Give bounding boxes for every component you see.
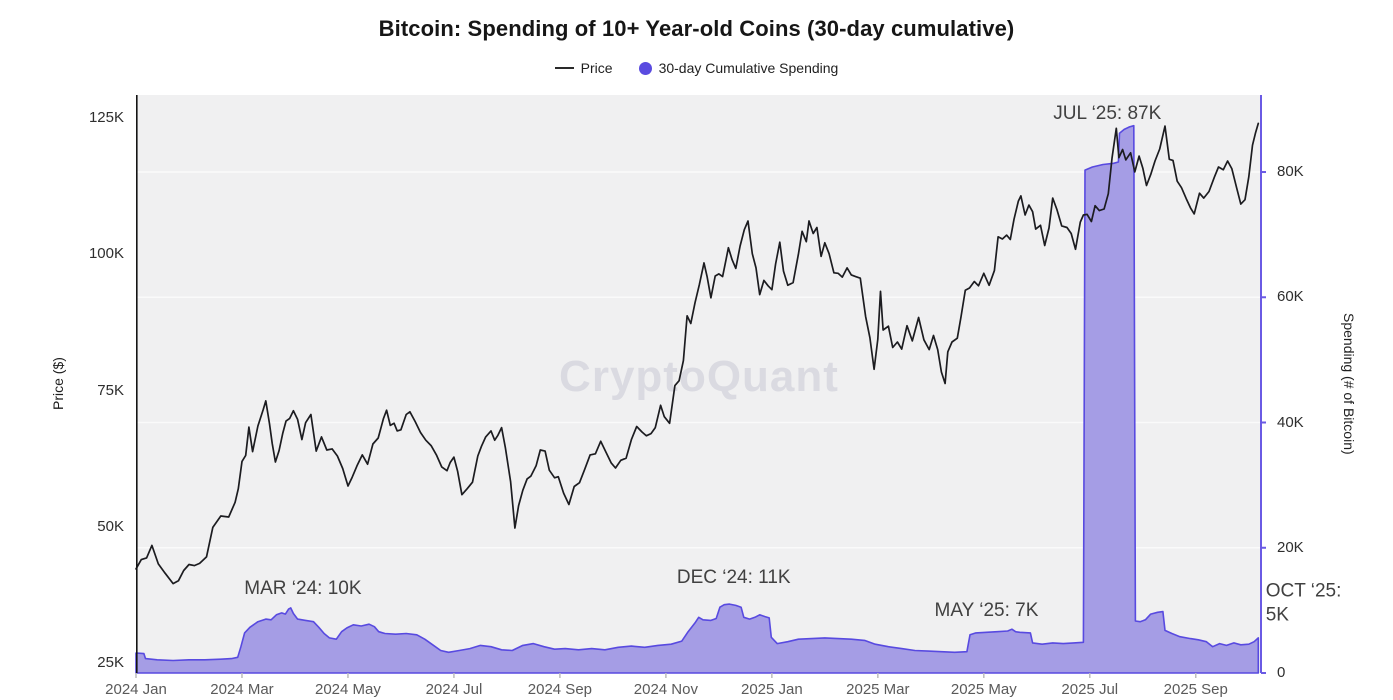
- tick-label: 40K: [1277, 413, 1304, 431]
- legend-item-spending[interactable]: 30-day Cumulative Spending: [638, 60, 839, 76]
- tick-label: 2024 Sep: [527, 681, 593, 698]
- tick-label: 80K: [1277, 163, 1304, 181]
- legend-label-spending: 30-day Cumulative Spending: [658, 60, 839, 76]
- tick-label: 60K: [1277, 288, 1304, 306]
- tick-label: 50K: [97, 517, 124, 535]
- tick-label: 2024 Mar: [210, 681, 274, 698]
- tick-label: 0: [1277, 664, 1286, 681]
- data-annotation: DEC ‘24: 11K: [676, 566, 791, 588]
- plot-background: [136, 95, 1262, 673]
- tick-label: 2024 Jan: [105, 681, 167, 698]
- chart-title: Bitcoin: Spending of 10+ Year-old Coins …: [378, 16, 1015, 41]
- chart-canvas[interactable]: [135, 95, 1266, 678]
- spending-area: [135, 124, 1260, 674]
- tick-label: 2024 Nov: [633, 681, 698, 698]
- data-annotation: MAR ‘24: 10K: [244, 578, 362, 600]
- spending-dot-marker-icon: [638, 61, 652, 75]
- data-annotation: JUL ‘25: 87K: [1053, 102, 1162, 124]
- right-axis-title: Spending (# of Bitcoin): [1341, 313, 1357, 455]
- price-line-marker-icon: [554, 67, 574, 69]
- tick-label: 100K: [88, 245, 124, 263]
- tick-label: 2025 May: [950, 681, 1017, 698]
- tick-label: 2025 Jan: [740, 681, 803, 698]
- tick-label: 75K: [97, 381, 124, 399]
- left-axis-title: Price ($): [50, 357, 66, 411]
- tick-label: 2024 Jul: [425, 681, 483, 698]
- tick-label: 125K: [88, 108, 124, 126]
- tick-label: 25K: [97, 654, 124, 672]
- tick-label: 2025 Jul: [1061, 681, 1119, 698]
- legend-label-price: Price: [580, 60, 613, 76]
- chart-legend: Price 30-day Cumulative Spending: [0, 60, 1393, 76]
- data-annotation: OCT ‘25: 5K: [1265, 580, 1342, 625]
- tick-label: 20K: [1277, 538, 1304, 556]
- tick-label: 2025 Sep: [1163, 681, 1228, 698]
- tick-label: 2024 May: [315, 681, 381, 698]
- tick-label: 2025 Mar: [846, 681, 910, 698]
- price-line: [135, 122, 1260, 585]
- legend-item-price[interactable]: Price: [554, 60, 613, 76]
- cryptoquant-watermark: CryptoQuant: [559, 352, 839, 401]
- data-annotation: MAY ‘25: 7K: [934, 600, 1039, 622]
